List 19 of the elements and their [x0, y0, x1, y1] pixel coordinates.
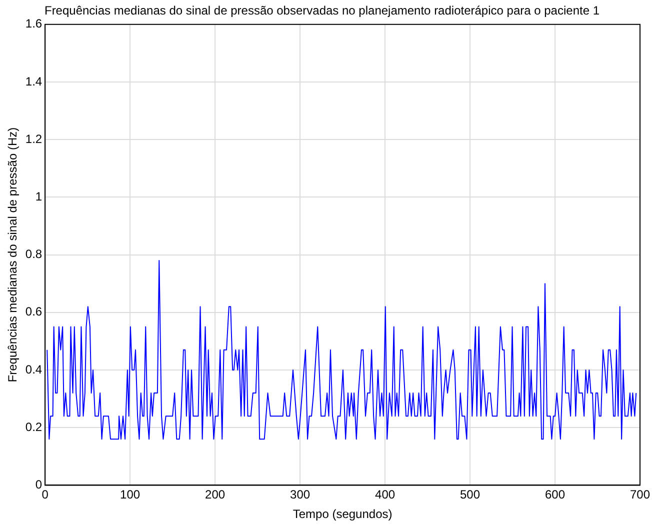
x-tick-label: 300	[290, 488, 310, 502]
y-tick-label: 0	[35, 478, 42, 492]
y-tick-label: 1.4	[25, 74, 42, 88]
y-tick-label: 1.6	[25, 16, 42, 31]
x-tick-label: 600	[544, 488, 566, 502]
x-tick-label: 700	[630, 488, 650, 502]
x-tick-label: 500	[460, 488, 480, 502]
y-tick-label: 1	[35, 190, 42, 204]
x-tick-label: 100	[120, 488, 140, 502]
y-axis-title: Frequências medianas do sinal de pressão (Hz)	[6, 127, 20, 382]
y-tick-label: 0.8	[25, 247, 42, 262]
chart-title: Frequências medianas do sinal de pressão observadas no planejamento radioterápico para o paciente 1	[44, 4, 600, 18]
y-tick-label: 0.6	[25, 304, 42, 319]
x-axis-title: Tempo (segundos)	[292, 507, 392, 522]
x-tick-label: 400	[375, 488, 396, 502]
y-tick-label: 1.2	[25, 132, 42, 146]
y-tick-label: 0.2	[25, 420, 42, 434]
y-tick-label: 0.4	[25, 362, 42, 376]
x-tick-label: 200	[205, 488, 226, 502]
